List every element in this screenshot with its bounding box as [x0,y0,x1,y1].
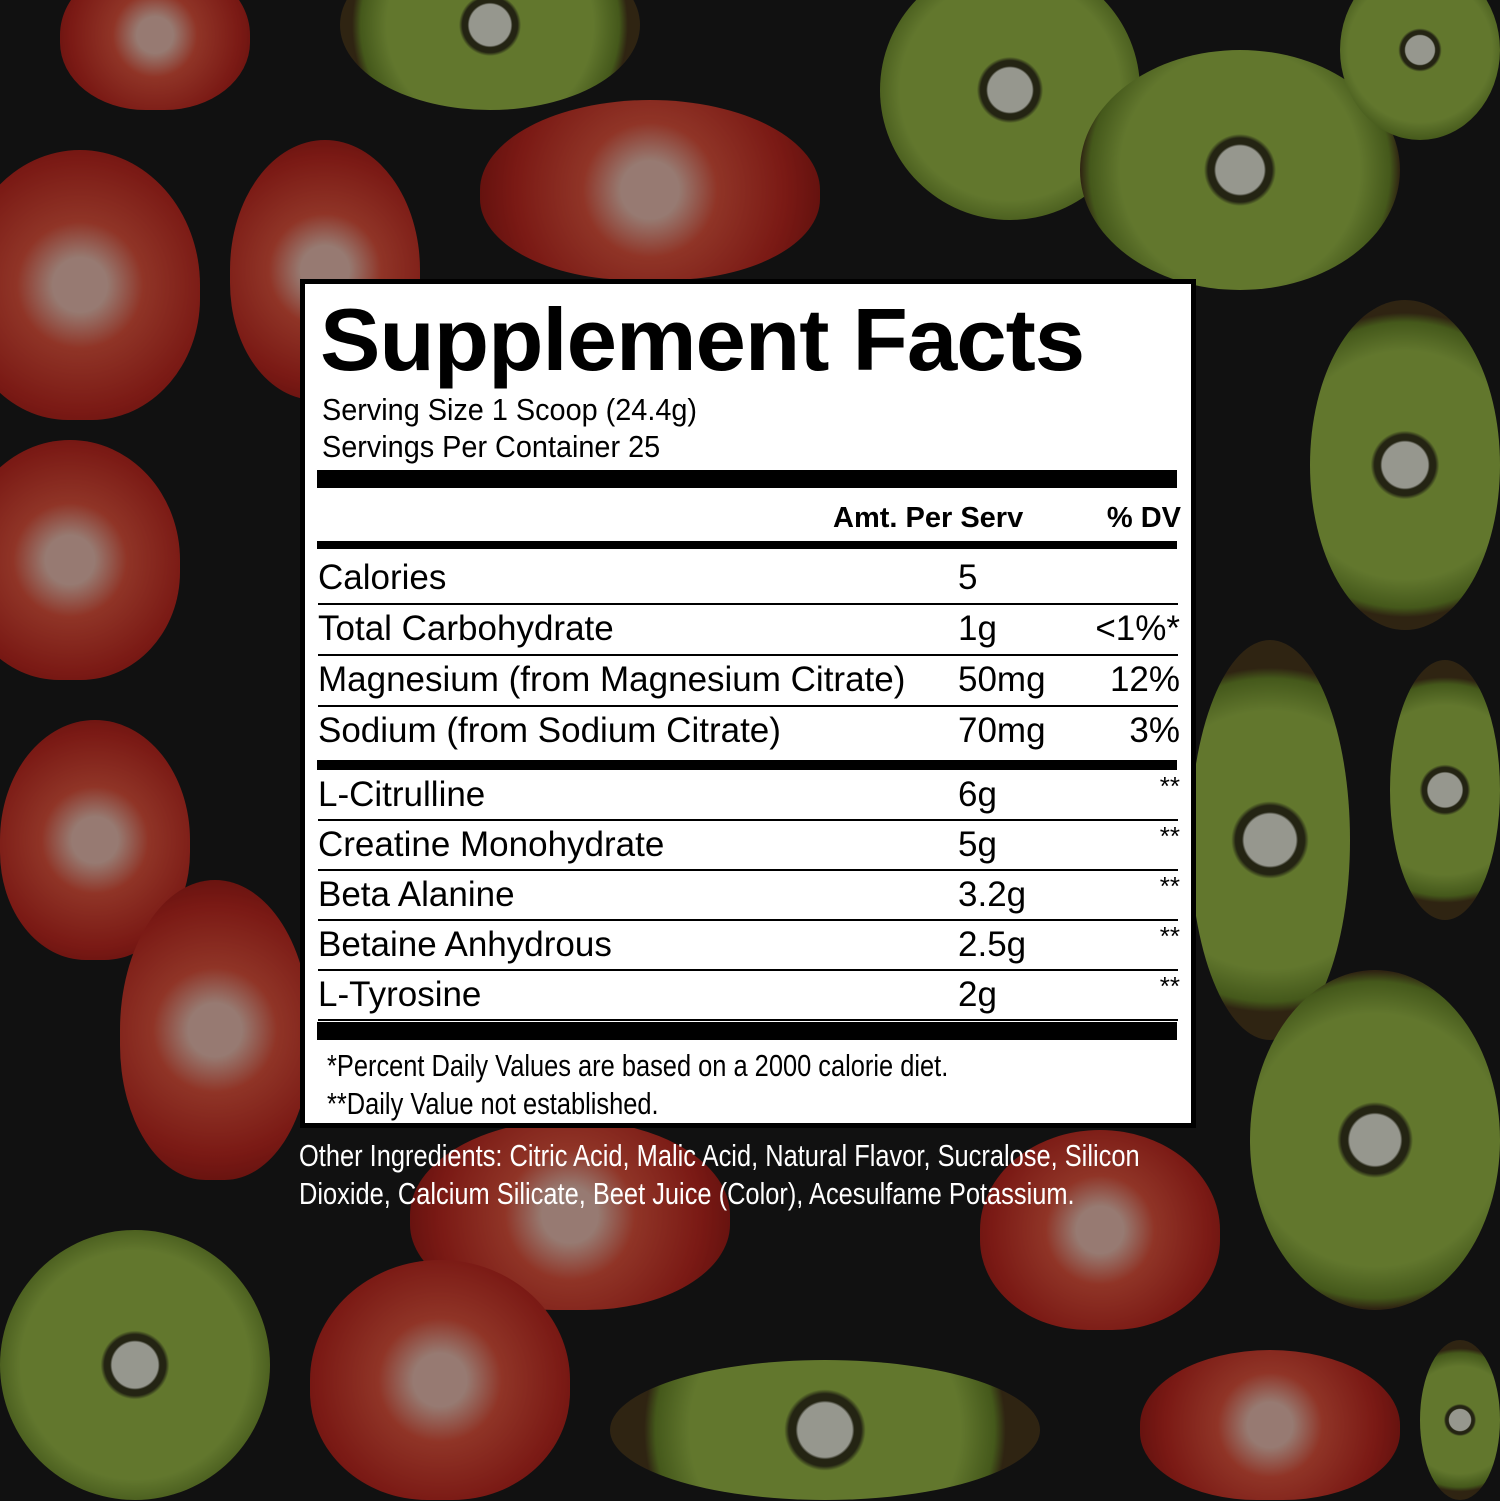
nutrient-row: Sodium (from Sodium Citrate) 70mg 3% [318,707,1180,758]
strawberry-slice [120,880,310,1180]
nutrient-name: L-Citrulline [318,775,486,814]
nutrient-amount: 70mg [958,711,1046,750]
servings-per-container: Servings Per Container 25 [322,429,661,464]
supplement-facts-panel: Supplement Facts Serving Size 1 Scoop (2… [300,279,1196,1128]
kiwi-slice [1250,970,1500,1310]
nutrient-amount: 2.5g [958,925,1027,964]
nutrient-row: Magnesium (from Magnesium Citrate) 50mg 12… [318,656,1180,707]
thick-divider [317,1022,1177,1040]
nutrient-name: Beta Alanine [318,875,515,914]
nutrient-amount: 3.2g [958,875,1027,914]
nutrient-amount: 5g [958,825,997,864]
nutrient-row: Total Carbohydrate 1g <1%* [318,605,1180,656]
kiwi-slice [1310,300,1500,630]
strawberry-slice [1140,1350,1400,1500]
nutrient-row: Creatine Monohydrate 5g ** [318,821,1180,871]
strawberry-slice [0,440,180,680]
nutrient-row: L-Citrulline 6g ** [318,771,1180,821]
medium-divider [317,541,1177,549]
row-divider [318,603,1178,605]
footnote-not-established: **Daily Value not established. [327,1086,659,1121]
nutrient-amount: 5 [958,558,978,597]
nutrient-row: Beta Alanine 3.2g ** [318,871,1180,921]
kiwi-slice [610,1360,1040,1500]
strawberry-slice [60,0,250,110]
row-divider [318,919,1178,921]
row-divider [318,654,1178,656]
nutrient-dv: ** [1159,971,1180,1001]
nutrient-row: Betaine Anhydrous 2.5g ** [318,921,1180,971]
nutrient-dv: 12% [1109,660,1180,699]
nutrient-amount: 1g [958,609,997,648]
nutrient-amount: 2g [958,975,997,1014]
kiwi-slice [1080,50,1400,290]
nutrient-dv: ** [1159,921,1180,951]
row-divider [318,819,1178,821]
kiwi-slice [0,1230,270,1500]
nutrient-amount: 50mg [958,660,1046,699]
row-divider [318,705,1178,707]
nutrient-name: Total Carbohydrate [318,609,614,648]
thick-divider [317,470,1177,488]
medium-divider [317,760,1177,770]
strawberry-slice [480,100,820,280]
other-ingredients: Other Ingredients: Citric Acid, Malic Ac… [299,1138,1140,1211]
strawberry-slice [980,1130,1220,1330]
row-divider [318,1019,1178,1021]
nutrient-dv: <1%* [1095,609,1180,648]
serving-size: Serving Size 1 Scoop (24.4g) [322,392,698,427]
dv-column-header: % DV [1106,502,1181,534]
nutrient-name: Creatine Monohydrate [318,825,665,864]
kiwi-slice [1340,0,1500,140]
panel-title: Supplement Facts [320,290,1085,389]
footnote-dv: *Percent Daily Values are based on a 200… [327,1048,949,1083]
amount-column-header: Amt. Per Serv [833,502,1024,534]
kiwi-slice [1190,640,1350,1040]
nutrient-name: L-Tyrosine [318,975,482,1014]
nutrient-dv: 3% [1129,711,1180,750]
nutrient-name: Magnesium (from Magnesium Citrate) [318,660,906,699]
nutrient-dv: ** [1159,821,1180,851]
strawberry-slice [0,150,200,420]
nutrient-row: L-Tyrosine 2g ** [318,971,1180,1021]
row-divider [318,869,1178,871]
strawberry-slice [310,1260,570,1500]
nutrient-row: Calories 5 [318,554,1178,605]
nutrient-name: Betaine Anhydrous [318,925,612,964]
nutrient-dv: ** [1159,871,1180,901]
nutrient-name: Sodium (from Sodium Citrate) [318,711,781,750]
kiwi-slice [1420,1340,1500,1500]
nutrient-name: Calories [318,558,447,597]
kiwi-slice [1390,660,1500,920]
nutrient-amount: 6g [958,775,997,814]
row-divider [318,969,1178,971]
nutrient-dv: ** [1159,771,1180,801]
